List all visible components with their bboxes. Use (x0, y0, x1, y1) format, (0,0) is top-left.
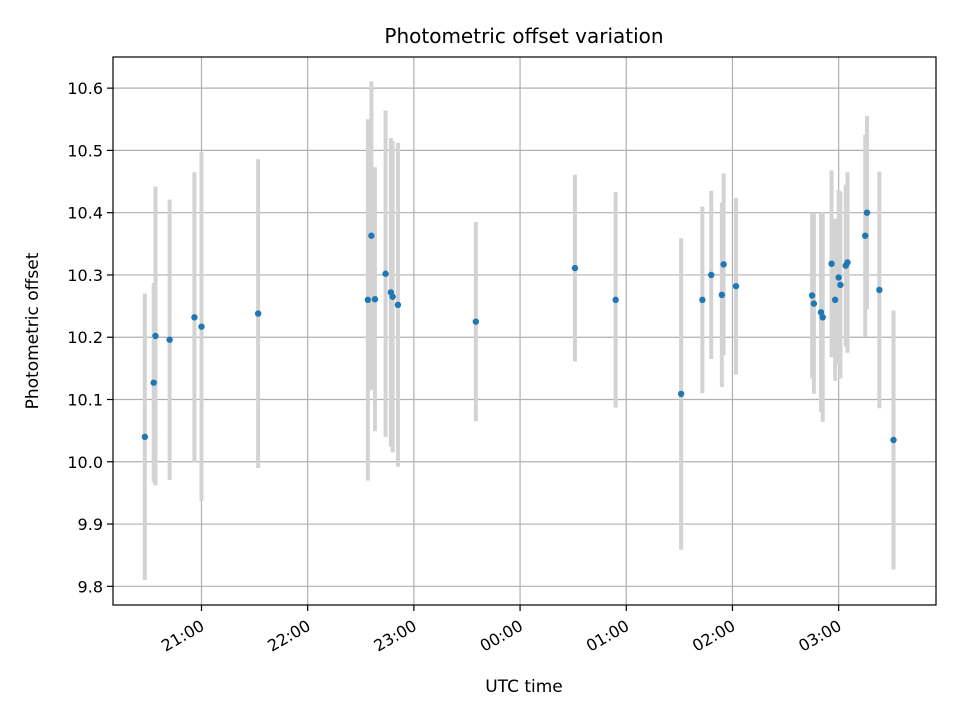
data-point (382, 270, 389, 277)
y-axis-ticks: 9.8 9.9 10.0 10.1 10.2 10.3 10.4 10.5 10.6 (67, 79, 113, 596)
data-point (817, 309, 825, 316)
x-tick-label: 22:00 (264, 616, 313, 656)
y-tick-label: 10.0 (67, 453, 103, 472)
data-point (699, 296, 706, 304)
data-point (876, 286, 883, 294)
data-points (141, 209, 897, 444)
x-tick-label: 02:00 (689, 616, 738, 656)
data-point (708, 271, 715, 279)
data-point (837, 281, 844, 289)
data-point (810, 300, 818, 307)
y-tick-label: 10.1 (67, 391, 103, 410)
data-point (844, 259, 851, 266)
data-point (718, 291, 726, 299)
data-point (819, 314, 826, 321)
data-point (677, 390, 685, 398)
data-point (152, 332, 159, 340)
data-point (472, 318, 480, 325)
y-tick-label: 10.4 (67, 204, 103, 223)
data-point (198, 323, 205, 330)
data-point (890, 436, 897, 444)
x-tick-label: 21:00 (158, 616, 207, 656)
x-tick-label: 01:00 (583, 616, 632, 656)
grid (113, 57, 936, 605)
y-tick-label: 9.8 (78, 577, 103, 596)
x-tick-label: 00:00 (477, 616, 526, 656)
y-tick-label: 10.2 (67, 328, 103, 347)
data-point (368, 232, 375, 239)
y-tick-label: 10.5 (67, 141, 103, 160)
y-tick-label: 10.3 (67, 266, 103, 285)
chart-title: Photometric offset variation (384, 24, 663, 48)
y-tick-label: 9.9 (78, 515, 103, 534)
x-tick-label: 03:00 (795, 616, 844, 656)
x-axis-title: UTC time (485, 677, 563, 697)
data-point (831, 296, 839, 304)
data-point (141, 433, 149, 441)
data-point (808, 292, 816, 299)
data-point (150, 379, 157, 386)
data-point (720, 261, 727, 268)
data-point (166, 336, 173, 343)
data-point (862, 232, 869, 239)
plot-frame (112, 56, 937, 606)
data-point (828, 260, 835, 267)
x-tick-label: 23:00 (370, 616, 419, 656)
y-tick-label: 10.6 (67, 79, 103, 98)
data-point (191, 314, 198, 321)
data-point (571, 264, 579, 272)
data-point (254, 310, 262, 317)
data-point (863, 209, 871, 216)
data-point (394, 301, 402, 309)
x-axis-ticks: 21:00 22:00 23:00 00:00 01:00 02:00 03:00 (158, 605, 845, 656)
data-point (371, 296, 379, 303)
data-point (835, 274, 842, 281)
data-point (612, 296, 619, 304)
y-axis-title: Photometric offset (23, 252, 43, 409)
data-point (732, 282, 740, 290)
data-point (389, 293, 396, 300)
data-point (364, 296, 372, 304)
error-bars (142, 81, 896, 581)
